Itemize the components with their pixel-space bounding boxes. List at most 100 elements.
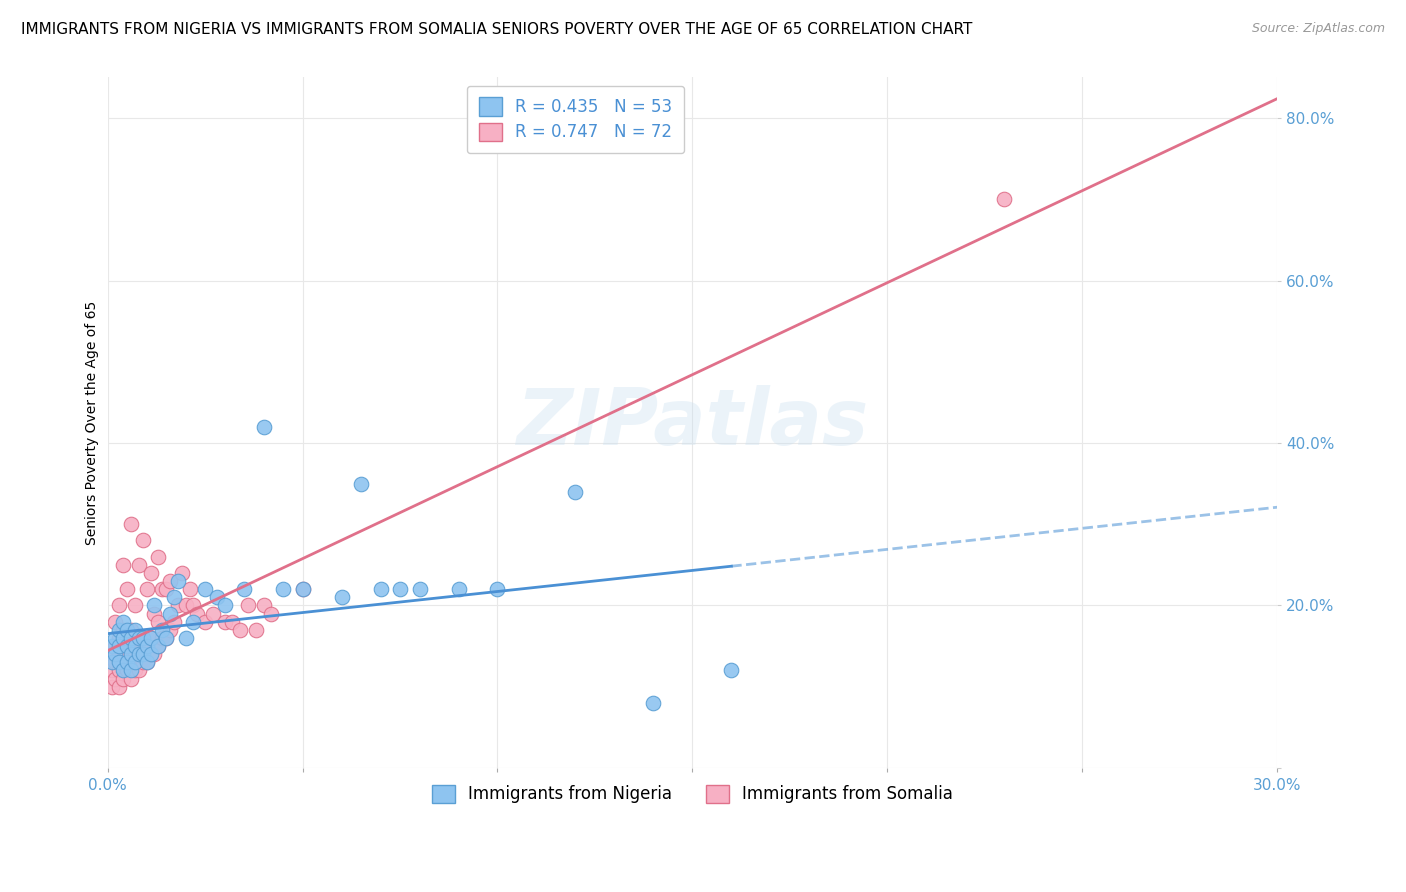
Point — [104, 639, 127, 653]
Point — [148, 615, 170, 629]
Point — [150, 582, 173, 597]
Point — [100, 647, 122, 661]
Point — [201, 607, 224, 621]
Point — [124, 623, 146, 637]
Point — [104, 672, 127, 686]
Point — [100, 680, 122, 694]
Point — [447, 582, 470, 597]
Point — [148, 639, 170, 653]
Point — [194, 582, 217, 597]
Point — [159, 607, 181, 621]
Point — [120, 647, 142, 661]
Point — [229, 623, 252, 637]
Text: Source: ZipAtlas.com: Source: ZipAtlas.com — [1251, 22, 1385, 36]
Point — [124, 631, 146, 645]
Point — [108, 680, 131, 694]
Point — [179, 582, 201, 597]
Point — [112, 631, 135, 645]
Point — [183, 615, 205, 629]
Point — [128, 664, 150, 678]
Point — [115, 647, 138, 661]
Point — [120, 517, 142, 532]
Point — [150, 631, 173, 645]
Point — [100, 664, 122, 678]
Point — [486, 582, 509, 597]
Point — [139, 566, 162, 580]
Point — [159, 574, 181, 588]
Point — [115, 623, 138, 637]
Point — [128, 647, 150, 661]
Point — [124, 599, 146, 613]
Point — [205, 591, 228, 605]
Point — [389, 582, 412, 597]
Point — [221, 615, 243, 629]
Point — [128, 647, 150, 661]
Point — [155, 582, 177, 597]
Point — [115, 639, 138, 653]
Point — [108, 656, 131, 670]
Point — [233, 582, 256, 597]
Point — [108, 623, 131, 637]
Point — [120, 656, 142, 670]
Point — [148, 639, 170, 653]
Point — [174, 599, 197, 613]
Text: IMMIGRANTS FROM NIGERIA VS IMMIGRANTS FROM SOMALIA SENIORS POVERTY OVER THE AGE : IMMIGRANTS FROM NIGERIA VS IMMIGRANTS FR… — [21, 22, 973, 37]
Point — [132, 631, 155, 645]
Point — [139, 631, 162, 645]
Point — [139, 631, 162, 645]
Point — [291, 582, 314, 597]
Point — [100, 639, 122, 653]
Point — [120, 631, 142, 645]
Point — [330, 591, 353, 605]
Point — [408, 582, 430, 597]
Point — [112, 664, 135, 678]
Point — [115, 631, 138, 645]
Point — [115, 664, 138, 678]
Point — [214, 615, 236, 629]
Point — [135, 639, 157, 653]
Point — [291, 582, 314, 597]
Point — [148, 549, 170, 564]
Point — [132, 639, 155, 653]
Point — [108, 631, 131, 645]
Point — [139, 647, 162, 661]
Point — [112, 623, 135, 637]
Point — [100, 656, 122, 670]
Point — [128, 631, 150, 645]
Point — [143, 607, 166, 621]
Point — [120, 664, 142, 678]
Point — [104, 631, 127, 645]
Point — [132, 647, 155, 661]
Point — [135, 656, 157, 670]
Point — [112, 639, 135, 653]
Point — [720, 664, 742, 678]
Point — [120, 639, 142, 653]
Text: ZIPatlas: ZIPatlas — [516, 384, 869, 460]
Point — [104, 615, 127, 629]
Point — [186, 607, 208, 621]
Point — [166, 574, 188, 588]
Y-axis label: Seniors Poverty Over the Age of 65: Seniors Poverty Over the Age of 65 — [86, 301, 100, 545]
Point — [139, 647, 162, 661]
Point — [271, 582, 294, 597]
Point — [155, 631, 177, 645]
Point — [108, 647, 131, 661]
Point — [252, 599, 274, 613]
Point — [128, 631, 150, 645]
Point — [260, 607, 283, 621]
Point — [115, 656, 138, 670]
Point — [108, 639, 131, 653]
Point — [104, 647, 127, 661]
Point — [370, 582, 392, 597]
Point — [155, 631, 177, 645]
Point — [143, 599, 166, 613]
Point — [112, 672, 135, 686]
Point — [124, 656, 146, 670]
Point — [120, 672, 142, 686]
Point — [166, 599, 188, 613]
Point — [124, 647, 146, 661]
Point — [174, 631, 197, 645]
Point — [115, 582, 138, 597]
Point — [112, 615, 135, 629]
Point — [124, 639, 146, 653]
